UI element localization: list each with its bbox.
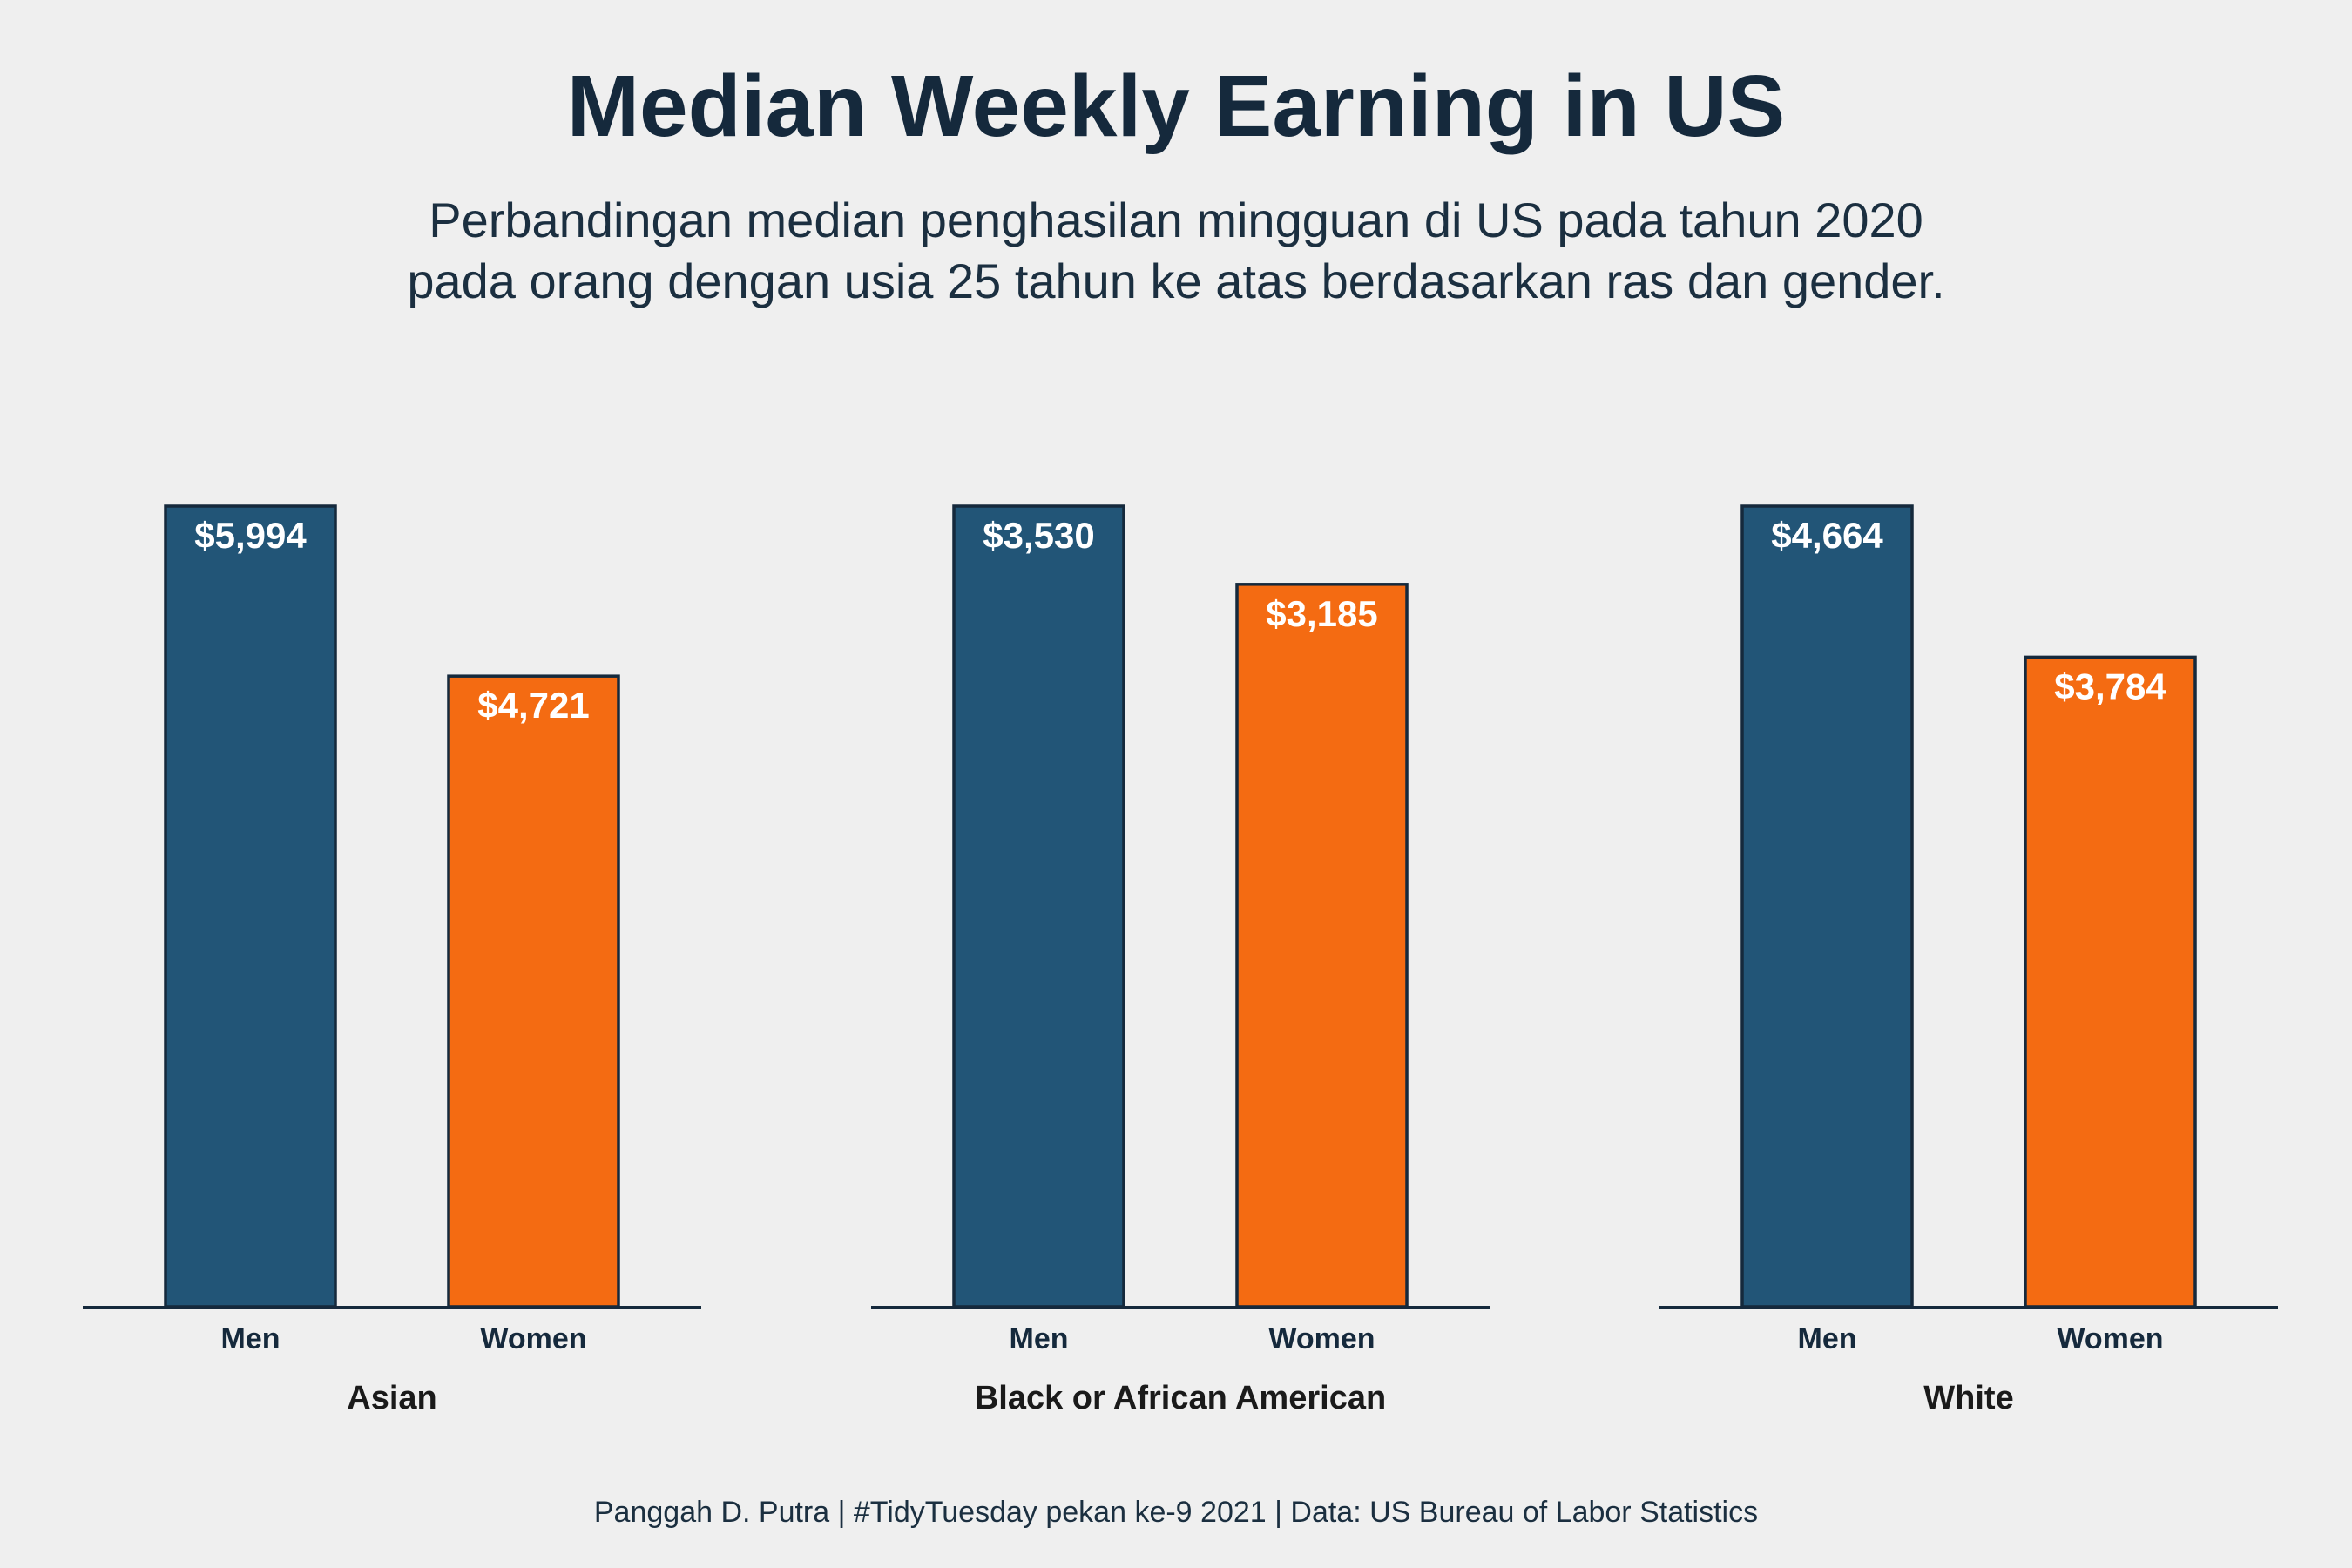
bar-women [1235,583,1409,1308]
chart-title: Median Weekly Earning in US [566,57,1786,155]
x-tick-label: Women [2057,1322,2163,1355]
bar-men [1740,504,1914,1308]
x-tick-label: Men [1010,1322,1069,1355]
panel-label: Black or African American [975,1380,1386,1416]
bar-women [2024,655,2197,1308]
panel-label: White [1923,1380,2013,1416]
bar-men [952,504,1125,1308]
panel-2: $4,664 Men $3,784 Women White [1659,504,2278,1416]
data-label: $3,784 [2054,666,2166,706]
subtitle-line-1: Perbandingan median penghasilan mingguan… [429,193,1923,247]
data-label: $3,530 [983,515,1094,556]
x-tick-label: Men [1798,1322,1857,1355]
chart-subtitle: Perbandingan median penghasilan mingguan… [0,190,2352,312]
panel-0: $5,994 Men $4,721 Women Asian [83,504,701,1416]
x-tick-label: Men [221,1322,280,1355]
bar-women [447,674,620,1308]
x-tick-label: Women [480,1322,586,1355]
chart-caption: Panggah D. Putra | #TidyTuesday pekan ke… [593,1496,1759,1529]
panel-label: Asian [347,1380,436,1416]
x-tick-label: Women [1268,1322,1375,1355]
data-label: $4,721 [477,685,589,726]
data-label: $4,664 [1771,515,1883,556]
panel-1: $3,530 Men $3,185 Women Black or African Ame… [871,504,1490,1416]
subtitle-line-2: pada orang dengan usia 25 tahun ke atas … [407,253,1945,308]
data-label: $3,185 [1266,593,1377,634]
data-label: $5,994 [194,515,307,556]
bar-men [164,504,337,1308]
